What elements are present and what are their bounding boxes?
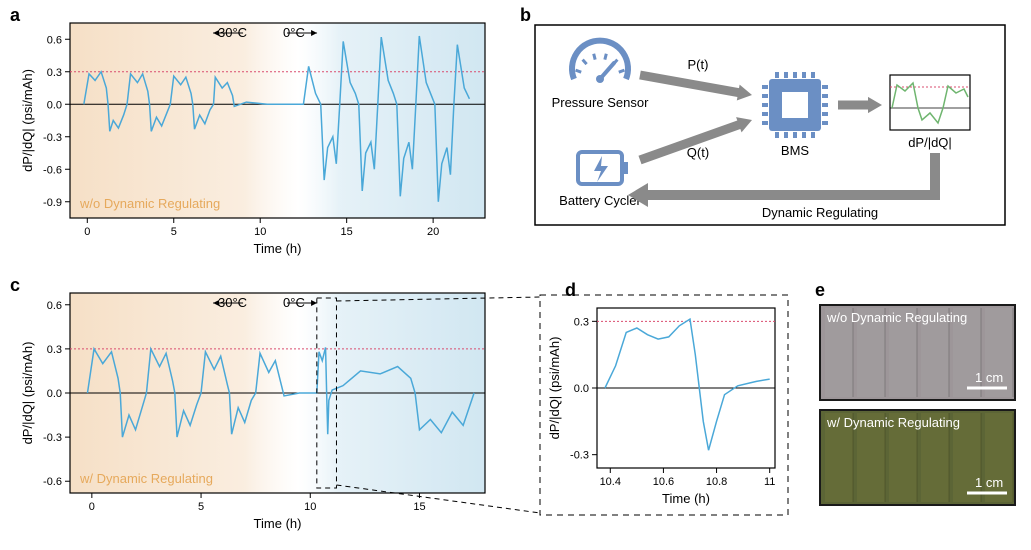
- panel-d-label: d: [565, 280, 576, 301]
- svg-text:15: 15: [341, 226, 353, 238]
- svg-text:-0.9: -0.9: [43, 197, 62, 209]
- svg-text:11: 11: [764, 476, 775, 488]
- svg-text:w/o Dynamic Regulating: w/o Dynamic Regulating: [79, 196, 220, 211]
- panel-e: e w/o Dynamic Regulating1 cmw/ Dynamic R…: [815, 290, 1020, 530]
- svg-text:Time (h): Time (h): [254, 516, 302, 531]
- svg-text:w/ Dynamic Regulating: w/ Dynamic Regulating: [79, 471, 213, 486]
- panel-b-diagram: Pressure SensorBattery CyclerBMSdP/|dQ|P…: [520, 5, 1015, 240]
- svg-text:1 cm: 1 cm: [975, 370, 1003, 385]
- svg-text:0.6: 0.6: [47, 300, 62, 312]
- svg-text:0.0: 0.0: [47, 99, 62, 111]
- svg-text:-0.6: -0.6: [43, 476, 62, 488]
- svg-text:10: 10: [304, 501, 316, 513]
- svg-text:-0.3: -0.3: [43, 432, 62, 444]
- svg-text:0.3: 0.3: [47, 344, 62, 356]
- svg-text:dP/|dQ| (psi/mAh): dP/|dQ| (psi/mAh): [547, 337, 562, 440]
- svg-text:0.3: 0.3: [574, 316, 589, 328]
- panel-a-chart: 0 5 10 15 20 -0.9 -0.6 -0.3 0.0 0.3 0.6 Time (h) dP/…: [10, 5, 500, 260]
- svg-text:1 cm: 1 cm: [975, 475, 1003, 490]
- svg-text:Dynamic Regulating: Dynamic Regulating: [762, 205, 878, 220]
- svg-text:P(t): P(t): [688, 57, 709, 72]
- panel-c: c 0 5 10 15 -0.6 -0.3 0.0 0.3 0.6 Time (h) dP/|dQ|…: [10, 275, 500, 540]
- svg-text:10.8: 10.8: [706, 476, 727, 488]
- svg-text:-0.3: -0.3: [570, 450, 589, 462]
- svg-text:0.6: 0.6: [47, 34, 62, 46]
- svg-text:0: 0: [84, 226, 90, 238]
- panel-e-label: e: [815, 280, 825, 301]
- svg-text:dP/|dQ| (psi/mAh): dP/|dQ| (psi/mAh): [20, 69, 35, 172]
- svg-text:10: 10: [254, 226, 266, 238]
- panel-b: b Pressure SensorBattery CyclerBMSdP/|dQ…: [520, 5, 1015, 240]
- svg-text:0.0: 0.0: [47, 388, 62, 400]
- svg-text:10.6: 10.6: [653, 476, 674, 488]
- svg-text:w/o Dynamic Regulating: w/o Dynamic Regulating: [826, 310, 967, 325]
- panel-a-label: a: [10, 5, 20, 26]
- panel-d-chart: 10.4 10.6 10.8 11 -0.3 0.0 0.3 Time (h) dP/|dQ| …: [535, 280, 795, 540]
- svg-text:dP/|dQ|: dP/|dQ|: [908, 135, 952, 150]
- panel-d: d 10.4 10.6 10.8 11 -0.3 0.0 0.3 Time (h) dP/|dQ…: [535, 280, 795, 540]
- svg-text:0.3: 0.3: [47, 67, 62, 79]
- svg-text:0.0: 0.0: [574, 383, 589, 395]
- panel-b-label: b: [520, 5, 531, 26]
- panel-c-chart: 0 5 10 15 -0.6 -0.3 0.0 0.3 0.6 Time (h) dP/|dQ| (…: [10, 275, 500, 540]
- panel-a: a 0 5 10 15 20 -0.9 -0.6 -0.3 0.0 0.3 0.6 Time (h) d…: [10, 5, 500, 260]
- panel-e-photos: w/o Dynamic Regulating 1 cm w/ Dynamic Reg…: [815, 290, 1020, 520]
- svg-text:0: 0: [89, 501, 95, 513]
- svg-text:20: 20: [427, 226, 439, 238]
- svg-text:10.4: 10.4: [600, 476, 621, 488]
- svg-text:dP/|dQ| (psi/mAh): dP/|dQ| (psi/mAh): [20, 342, 35, 445]
- svg-text:w/ Dynamic Regulating: w/ Dynamic Regulating: [826, 415, 960, 430]
- svg-text:15: 15: [413, 501, 425, 513]
- svg-text:Time (h): Time (h): [254, 241, 302, 256]
- svg-text:5: 5: [171, 226, 177, 238]
- svg-text:Q(t): Q(t): [687, 145, 709, 160]
- svg-text:-0.6: -0.6: [43, 164, 62, 176]
- panel-c-label: c: [10, 275, 20, 296]
- svg-text:-0.3: -0.3: [43, 132, 62, 144]
- svg-text:5: 5: [198, 501, 204, 513]
- svg-text:Time (h): Time (h): [662, 491, 710, 506]
- svg-text:BMS: BMS: [781, 143, 810, 158]
- svg-text:Pressure Sensor: Pressure Sensor: [552, 95, 649, 110]
